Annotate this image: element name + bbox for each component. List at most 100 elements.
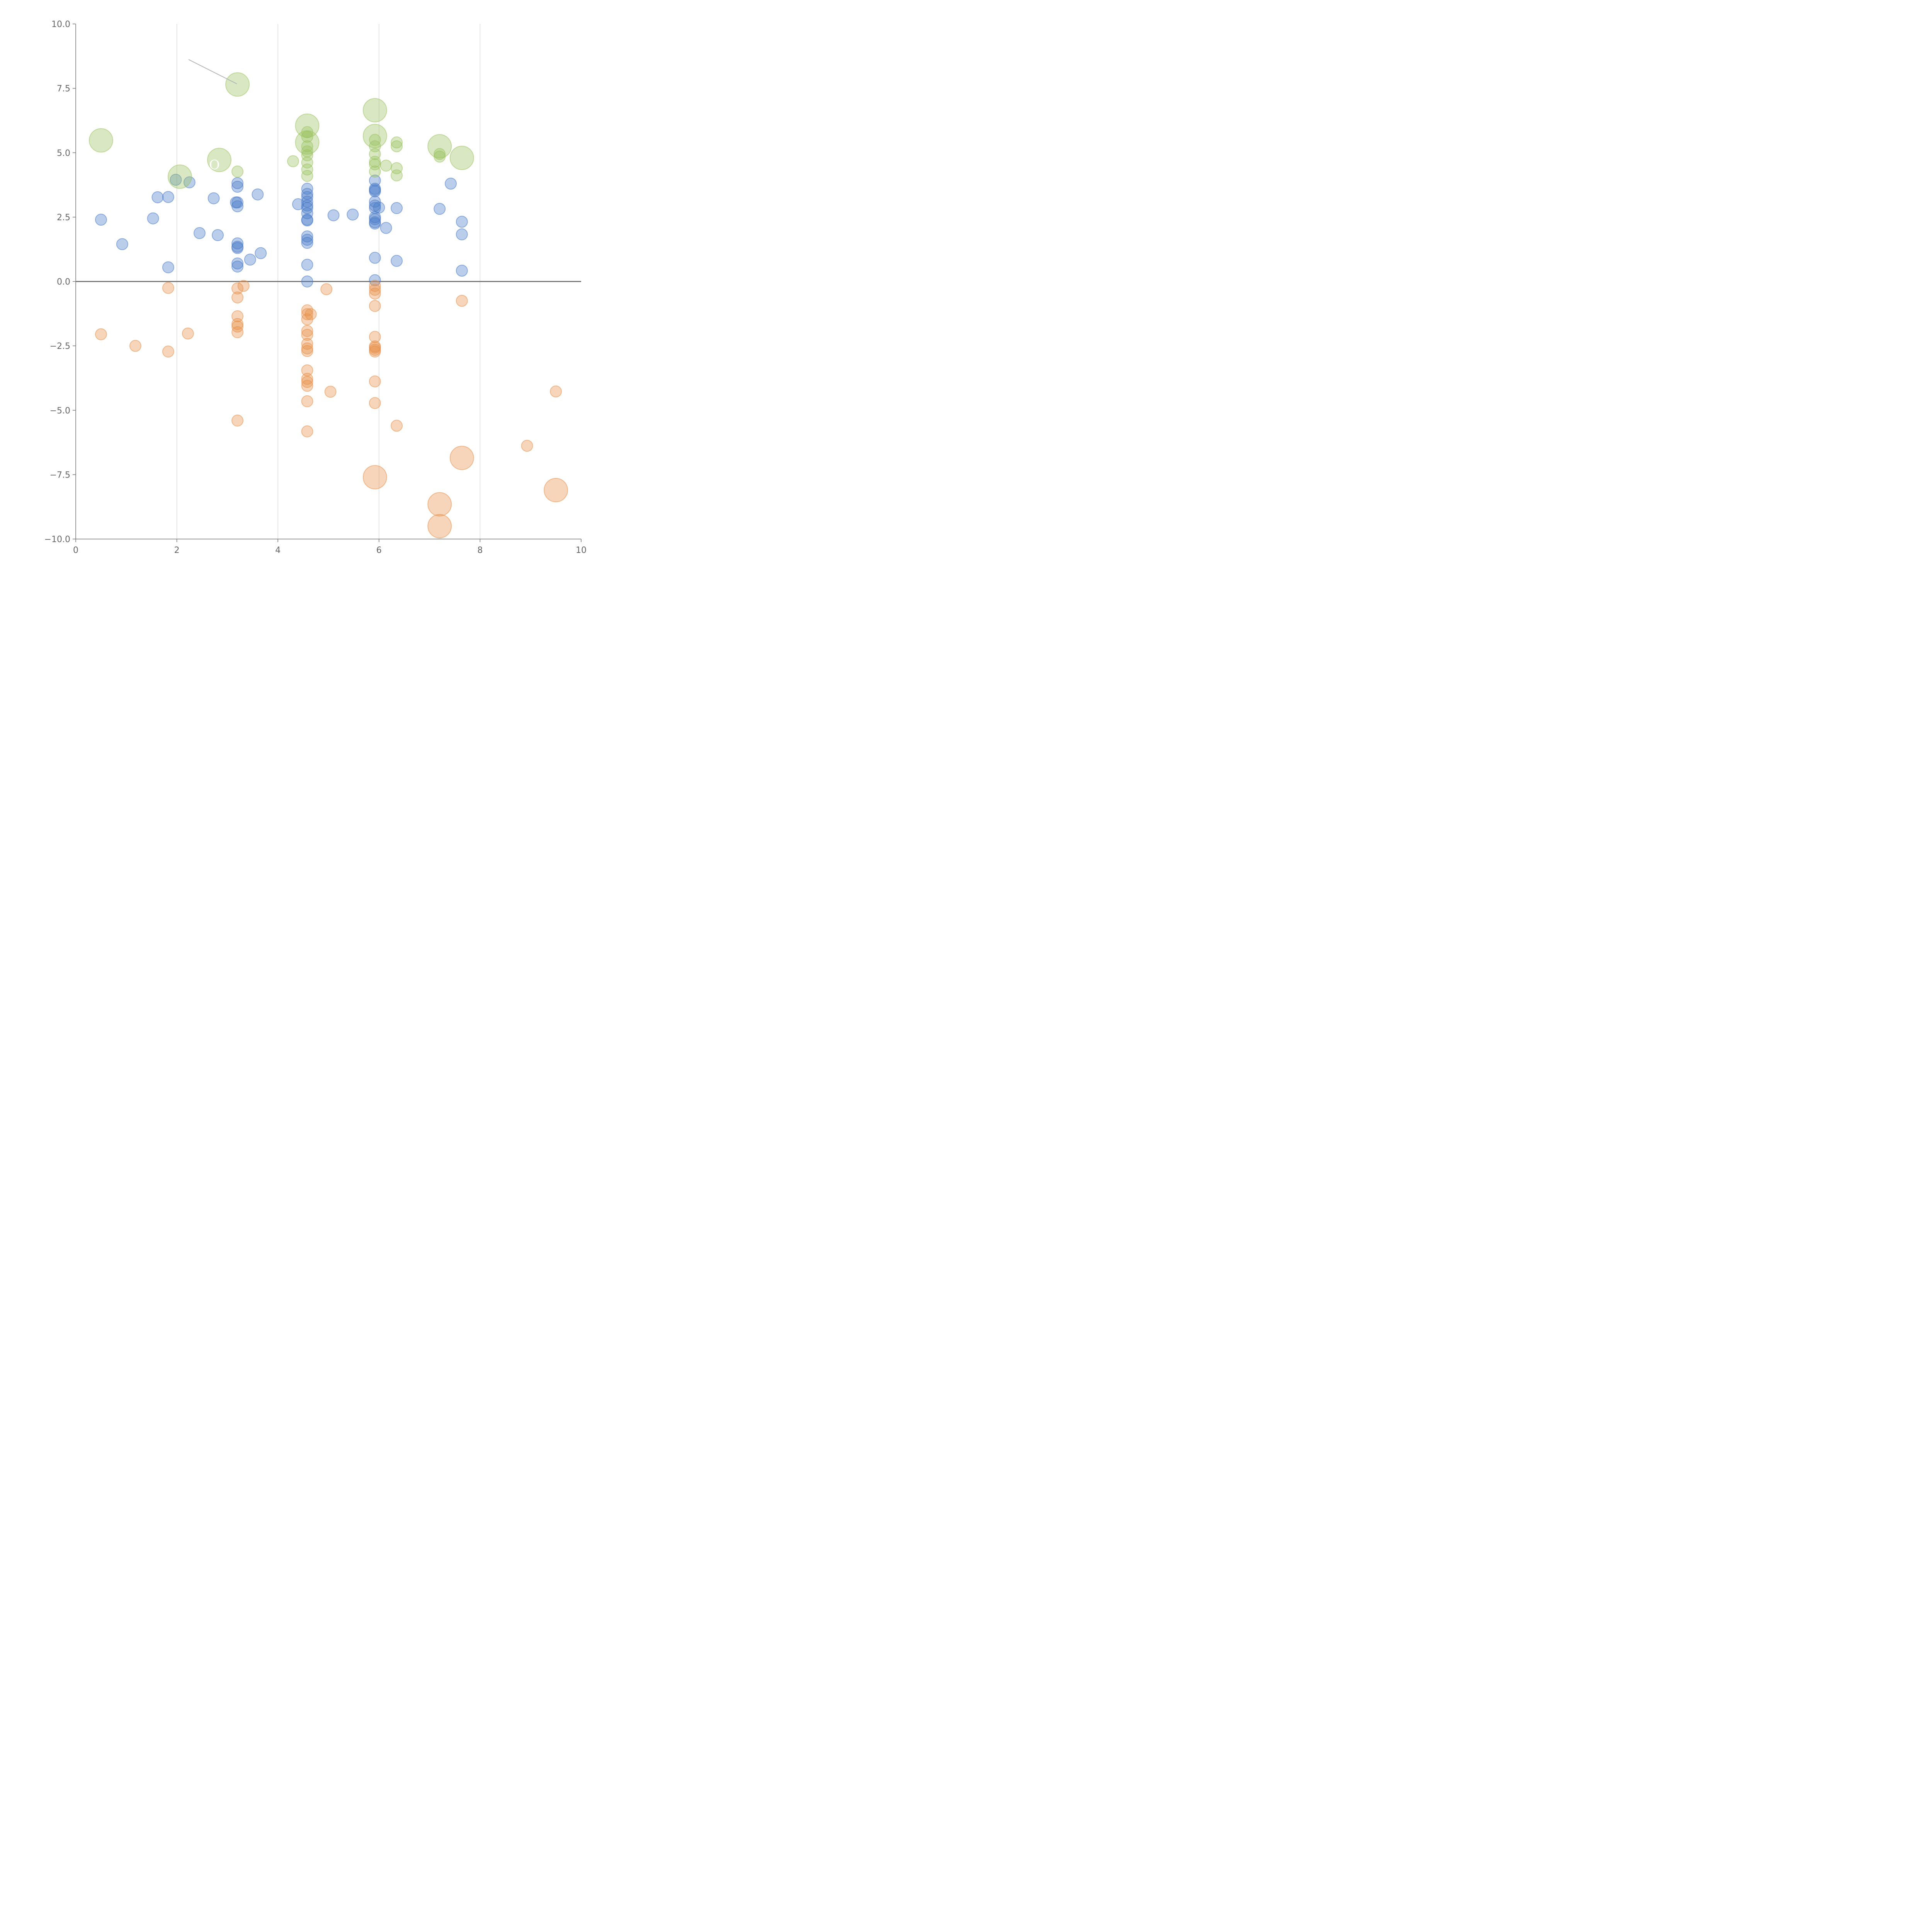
annotation-1e: 1E [325,171,343,187]
blue-point [231,196,244,209]
green-point [369,134,381,146]
orange-point [362,465,387,490]
orange-point [369,287,381,300]
axes: 0 2 4 6 8 10 −10.0 −7.5 −5.0 −2.5 0.0 2.5 5.0 7.5 10.0 [44,20,587,555]
blue-point [252,188,264,201]
blue-point [380,222,392,234]
green-point [301,156,313,169]
green-point [301,149,313,162]
orange-point [324,386,337,398]
y-tick-label: −7.5 [50,470,70,480]
x-tick-label: 0 [73,546,78,555]
green-point [301,140,313,153]
green-point [427,134,452,159]
orange-point [456,294,468,307]
green-point [301,131,313,143]
orange-point [301,325,313,337]
green-point [225,72,250,97]
blue-point [162,261,174,274]
orange-point [301,372,313,385]
blue-point [301,276,313,287]
data-points [88,72,568,539]
orange-point [369,331,381,343]
blue-point [231,237,244,250]
green-point [434,148,446,160]
orange-point [162,345,174,358]
blue-point [231,257,244,270]
green-point [207,148,231,172]
orange-point [301,345,313,357]
green-point [167,164,192,189]
blue-point [391,255,403,267]
orange-point [521,440,533,452]
orange-point [301,425,313,437]
blue-point [151,191,164,204]
orange-point [304,308,317,320]
orange-point [369,375,381,388]
blue-point [301,214,313,227]
x-tick-label: 6 [376,546,382,555]
y-tick-label: −10.0 [44,535,70,544]
blue-point [434,203,446,215]
x-tick-label: 8 [477,546,483,555]
orange-point [449,446,474,470]
blue-point [301,207,313,219]
blue-point [369,174,381,187]
orange-point [231,318,244,330]
blue-point [369,218,381,230]
green-point [362,98,387,122]
blue-point [456,228,468,241]
orange-point [301,379,313,392]
orange-point [427,492,452,517]
blue-point [244,253,256,266]
orange-point [129,340,141,352]
green-point [434,150,446,163]
orange-point [231,291,244,304]
orange-point [237,280,250,292]
blue-point [301,259,313,271]
orange-point [544,478,568,502]
y-tick-label: 10.0 [51,20,70,29]
green-point [391,162,403,174]
blue-point [347,208,359,221]
orange-point [301,376,313,388]
green-point [287,155,299,167]
green-point [231,165,244,178]
orange-point [369,284,381,296]
green-point [391,136,403,149]
y-tick-label: −2.5 [50,342,70,351]
green-point [391,169,403,182]
blue-point [231,200,244,213]
orange-point [369,300,381,312]
blue-point [369,196,381,208]
blue-point [231,260,244,273]
blue-point [231,180,244,193]
blue-point [212,229,224,242]
y-tick-label: 0.0 [57,277,70,287]
orange-point [95,328,107,340]
blue-point [162,191,174,203]
y-tick-label: −5.0 [50,406,70,416]
orange-point [231,326,244,338]
green-point [391,140,403,153]
blue-point [445,177,457,190]
blue-point [301,237,313,249]
blue-point [369,185,381,197]
blue-point [95,214,107,226]
orange-point [369,397,381,409]
blue-point [391,202,403,214]
green-point [449,146,474,170]
orange-point [162,282,174,294]
green-point [369,165,381,178]
orange-point [301,308,313,320]
orange-point [301,395,313,407]
green-point [380,160,392,172]
x-tick-label: 4 [275,546,281,555]
orange-point [231,414,244,427]
x-tick-label: 2 [174,546,180,555]
blue-point [327,209,340,221]
blue-point [292,198,304,211]
green-point [88,128,113,153]
orange-point [427,514,452,539]
blue-point [147,212,159,224]
